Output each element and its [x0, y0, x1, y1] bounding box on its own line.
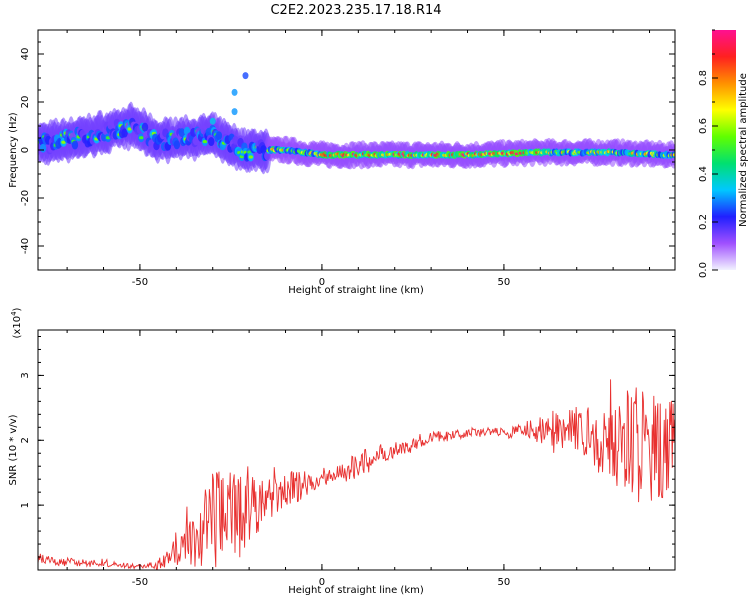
spectrogram-band [38, 72, 675, 175]
snr-ylabel: SNR (10 * v/v) [8, 414, 19, 485]
snr-plot-area [38, 330, 675, 570]
spectral-band-segment [39, 143, 47, 153]
snr-xlabel: Height of straight line (km) [288, 585, 424, 596]
y-tick-label: 40 [20, 48, 31, 61]
spectral-band-segment [121, 128, 128, 138]
spectral-peak [202, 139, 208, 144]
x-tick-label: 0 [319, 577, 325, 588]
snr-line [38, 379, 675, 570]
y-tick-label: 20 [20, 96, 31, 109]
spectral-band-segment [178, 128, 186, 138]
spectrogram-frame [37, 29, 676, 271]
snr-multiplier: (x104) [10, 307, 23, 338]
colorbar-gradient [712, 30, 736, 270]
spectral-band-segment [71, 140, 79, 150]
colorbar-tick-label: 0.0 [698, 262, 709, 278]
spectral-band-segment [107, 120, 114, 130]
x-tick-label: 50 [498, 577, 511, 588]
colorbar-tick-label: 0.4 [698, 166, 709, 182]
spectral-band-segment [260, 145, 267, 155]
spectral-peak [61, 140, 66, 144]
spectral-band-segment [141, 122, 149, 132]
spectral-band-segment [192, 136, 200, 146]
spectral-peak [138, 136, 144, 140]
spectral-band-segment [232, 135, 239, 145]
colorbar: 0.0 0.2 0.4 0.6 0.8 Normalized spectral ampl… [698, 29, 749, 278]
spectral-outlier [231, 108, 238, 116]
spectrogram-ylabel: Frequency (Hz) [8, 112, 19, 188]
spectral-band-segment [208, 137, 215, 147]
spectral-outlier [242, 72, 249, 80]
x-tick-label: -50 [132, 577, 148, 588]
snr-series [38, 379, 675, 570]
colorbar-tick-label: 0.2 [698, 214, 709, 230]
y-tick-label: -20 [20, 190, 31, 206]
colorbar-tick-label: 0.6 [698, 118, 709, 134]
snr-panel: -50 0 50 1 2 3 Height of straight line (km) S… [8, 307, 676, 596]
spectral-outlier [231, 88, 238, 96]
snr-ticks: -50 0 50 1 2 3 [20, 330, 675, 588]
figure-title: C2E2.2023.235.17.18.R14 [270, 3, 441, 18]
spectrogram-xlabel: Height of straight line (km) [288, 285, 424, 296]
colorbar-tick-label: 0.8 [698, 70, 709, 86]
spectral-outlier [209, 117, 216, 125]
spectral-band-segment [148, 139, 155, 149]
colorbar-ticks: 0.0 0.2 0.4 0.6 0.8 [698, 29, 718, 278]
svg-text:(x104): (x104) [10, 307, 23, 338]
y-tick-label: -40 [20, 238, 31, 254]
x-tick-label: 50 [498, 277, 511, 288]
x-tick-label: -50 [132, 277, 148, 288]
x-tick-label: 0 [319, 277, 325, 288]
spectral-band-segment [173, 140, 181, 150]
spectrogram-panel: -50 0 50 40 20 0 -20 -40 Height of straight lin… [8, 29, 676, 296]
colorbar-label: Normalized spectral amplitude [738, 73, 749, 227]
spectral-peak [672, 153, 675, 157]
spectral-peak [248, 155, 253, 159]
y-tick-label: 1 [20, 502, 31, 508]
y-tick-label: 3 [20, 372, 31, 378]
y-tick-label: 0 [20, 147, 31, 153]
y-tick-label: 2 [20, 437, 31, 443]
snr-frame [37, 329, 676, 571]
spectral-band-segment [215, 131, 223, 141]
